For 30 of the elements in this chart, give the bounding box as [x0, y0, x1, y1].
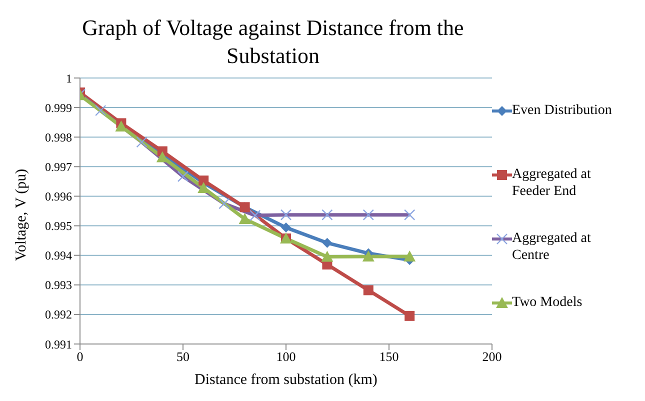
- legend-label: Two Models: [512, 294, 582, 311]
- y-tick-label: 0.998: [45, 130, 72, 144]
- legend-label: Even Distribution: [512, 102, 612, 119]
- x-tick-label: 100: [276, 349, 296, 364]
- y-tick-label: 0.996: [45, 189, 72, 204]
- x-axis-title: Distance from substation (km): [194, 372, 378, 388]
- y-tick-label: 0.992: [45, 308, 72, 322]
- y-tick-label: 0.997: [45, 160, 72, 174]
- point: [404, 310, 415, 321]
- x-tick-label: 50: [176, 349, 190, 364]
- point: [404, 250, 416, 262]
- y-tick-label: 0.994: [45, 248, 72, 263]
- point: [238, 212, 251, 224]
- y-tick-label: 0.999: [45, 100, 72, 115]
- point: [362, 250, 374, 262]
- legend-label: Aggregated at Feeder End: [512, 166, 592, 200]
- x-tick-label: 150: [379, 349, 399, 364]
- point: [321, 250, 334, 262]
- chart-title: Graph of Voltage against Distance from the Substation: [81, 14, 465, 70]
- y-axis-title: Voltage, V (pu): [13, 168, 30, 261]
- y-tick-label: 1: [66, 71, 72, 86]
- y-tick-label: 0.991: [45, 337, 72, 352]
- point: [363, 285, 374, 296]
- point: [281, 222, 291, 233]
- x-tick-label: 0: [76, 349, 84, 364]
- point: [322, 238, 332, 248]
- legend-label: Aggregated at Centre: [512, 230, 592, 264]
- y-tick-label: 0.995: [45, 219, 72, 234]
- y-tick-label: 0.993: [45, 278, 72, 292]
- x-tick-label: 200: [482, 349, 502, 364]
